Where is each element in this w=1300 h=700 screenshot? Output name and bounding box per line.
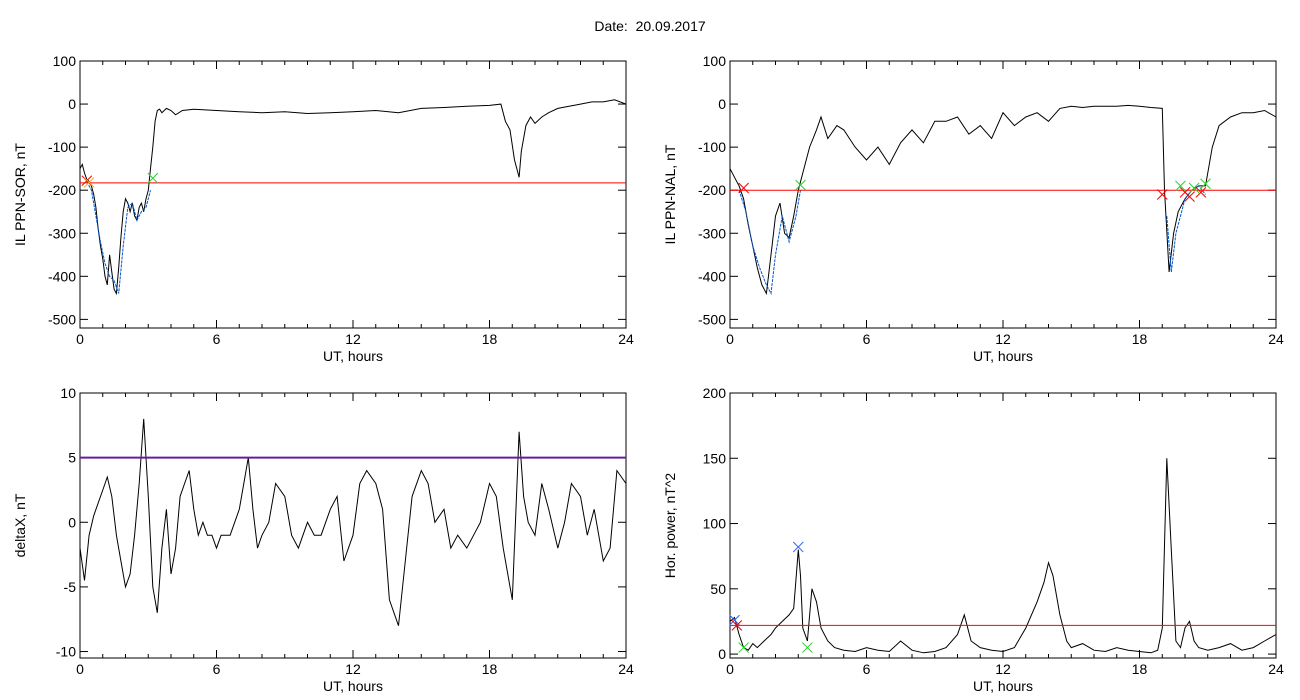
chart-2-series-2: [738, 190, 801, 296]
chart-2-xlabel: UT, hours: [973, 348, 1033, 364]
chart-2-marker: [1200, 178, 1211, 190]
chart-2-xtick-label: 6: [863, 331, 871, 347]
chart-3-ylabel: deltaX, nT: [12, 493, 28, 557]
chart-1-ytick-label: -100: [48, 139, 76, 155]
chart-4-xtick-label: 18: [1132, 661, 1148, 677]
chart-2-frame: [729, 60, 1277, 329]
chart-1-marker: [147, 172, 159, 184]
date-value: 20.09.2017: [635, 18, 706, 34]
chart-1-series-2: [86, 181, 151, 294]
chart-1-ytick-label: 0: [68, 96, 76, 112]
chart-1-xtick-label: 6: [213, 331, 221, 347]
chart-1-frame: [79, 60, 627, 329]
chart-2-ytick-label: 100: [703, 53, 727, 69]
chart-3-series-1: [79, 418, 627, 626]
chart-4-series-1: [729, 458, 1277, 654]
chart-1-xtick-label: 24: [618, 331, 634, 347]
chart-4-frame: [729, 392, 1277, 659]
chart-4-xtick-label: 24: [1268, 661, 1284, 677]
chart-2-xtick-label: 0: [726, 331, 734, 347]
chart-4-marker: [792, 541, 804, 553]
chart-2-ylabel: IL PPN-NAL, nT: [662, 144, 678, 244]
page-title: Date: 20.09.2017: [0, 18, 1300, 34]
chart-4-marker: [738, 642, 750, 653]
chart-3-xtick-label: 0: [76, 661, 84, 677]
chart-4-xtick-label: 6: [863, 661, 871, 677]
chart-2-xtick-label: 18: [1132, 331, 1148, 347]
chart-4-ytick-label: 0: [718, 646, 726, 662]
chart-3-xtick-label: 18: [482, 661, 498, 677]
chart-2-ytick-label: -300: [698, 225, 726, 241]
chart-3-ytick-label: 5: [68, 450, 76, 466]
chart-2-ytick-label: 0: [718, 96, 726, 112]
chart-2-xtick-label: 24: [1268, 331, 1284, 347]
chart-1-xtick-label: 12: [345, 331, 361, 347]
chart-4-marker: [729, 614, 740, 626]
chart-4-marker: [731, 620, 743, 631]
chart-3-ytick-label: 0: [68, 514, 76, 530]
chart-2-marker: [795, 179, 806, 191]
chart-2-ytick-label: -400: [698, 268, 726, 284]
chart-3-ytick-label: 10: [60, 385, 76, 401]
chart-4-ytick-label: 50: [710, 581, 726, 597]
date-label: Date:: [594, 18, 628, 34]
chart-3-ytick-label: -10: [56, 644, 76, 660]
chart-2-marker: [1184, 191, 1195, 203]
chart-4-xtick-label: 0: [726, 661, 734, 677]
chart-3-xtick-label: 6: [213, 661, 221, 677]
chart-1-ylabel: IL PPN-SOR, nT: [12, 143, 28, 246]
chart-1-xtick-label: 18: [482, 331, 498, 347]
chart-1-ytick-label: -200: [48, 182, 76, 198]
chart-2-series-2: [1166, 185, 1206, 273]
chart-4-ytick-label: 200: [703, 385, 727, 401]
chart-3-xtick-label: 24: [618, 661, 634, 677]
chart-1-xtick-label: 0: [76, 331, 84, 347]
chart-4-ytick-label: 150: [703, 450, 727, 466]
chart-1-ytick-label: 100: [53, 53, 77, 69]
chart-3-frame: [79, 392, 627, 659]
chart-4-ytick-label: 100: [703, 516, 727, 532]
chart-4-ylabel: Hor. power, nT^2: [662, 473, 678, 579]
chart-2-marker: [1175, 180, 1186, 192]
chart-4-xtick-label: 12: [995, 661, 1011, 677]
chart-2-marker: [1156, 189, 1168, 200]
chart-3-xtick-label: 12: [345, 661, 361, 677]
chart-2-xtick-label: 12: [995, 331, 1011, 347]
chart-2-marker: [1195, 186, 1207, 198]
chart-2-series-1: [729, 104, 1277, 296]
chart-1-ytick-label: -400: [48, 268, 76, 284]
chart-1-series-1: [79, 99, 627, 296]
chart-3-ytick-label: -5: [64, 579, 77, 595]
chart-1-xlabel: UT, hours: [323, 348, 383, 364]
chart-4-xlabel: UT, hours: [973, 678, 1033, 694]
chart-1-ytick-label: -500: [48, 311, 76, 327]
chart-1-marker: [83, 177, 95, 188]
chart-2-marker: [1188, 182, 1200, 194]
chart-1-ytick-label: -300: [48, 225, 76, 241]
chart-2-ytick-label: -200: [698, 182, 726, 198]
chart-2-ytick-label: -100: [698, 139, 726, 155]
chart-2-marker: [738, 182, 750, 194]
chart-4-marker: [801, 642, 813, 653]
chart-2-ytick-label: -500: [698, 311, 726, 327]
chart-3-xlabel: UT, hours: [323, 678, 383, 694]
